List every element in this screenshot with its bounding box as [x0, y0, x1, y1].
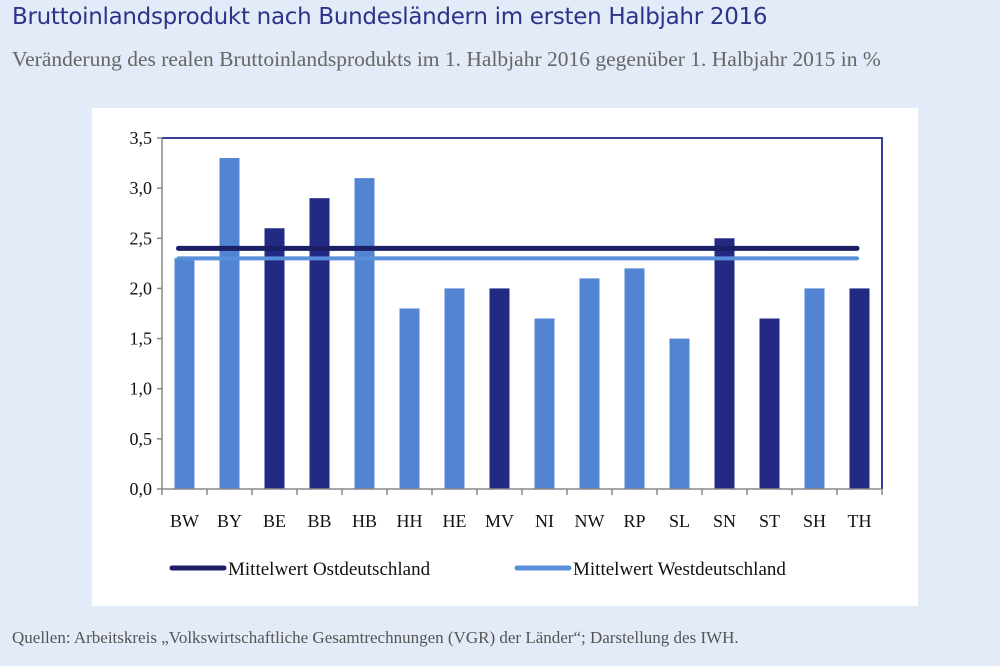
reference-lines [176, 245, 860, 261]
legend-label-east: Mittelwert Ostdeutschland [228, 559, 431, 580]
x-tick-label: HE [443, 511, 467, 531]
x-tick-label: RP [623, 511, 645, 531]
legend-label-west: Mittelwert Westdeutschland [573, 559, 786, 580]
bar-sl [669, 338, 690, 489]
x-tick-label: HB [352, 511, 377, 531]
bar-hh [399, 308, 420, 489]
y-axis: 0,0 0,5 1,0 1,5 2,0 2,5 3,0 3,5 [130, 128, 883, 499]
x-tick-label: NI [535, 511, 554, 531]
bar-chart: 0,0 0,5 1,0 1,5 2,0 2,5 3,0 3,5 BW BY BE BB HB HH HE M… [130, 128, 883, 580]
x-tick-label: NW [575, 511, 605, 531]
y-tick-label: 1,0 [130, 379, 153, 399]
bar-by [219, 158, 240, 490]
bar-sh [804, 288, 825, 489]
y-tick-label: 3,0 [130, 178, 153, 198]
x-tick-label: BE [263, 511, 286, 531]
bar-rp [624, 268, 645, 489]
x-tick-label: BY [217, 511, 242, 531]
bar-bw [174, 258, 195, 489]
x-tick-label: SN [713, 511, 736, 531]
y-tick-label: 2,0 [130, 278, 153, 298]
bar-be [264, 228, 285, 489]
plot-frame [162, 137, 883, 489]
x-tick-label: BB [307, 511, 331, 531]
bar-mv [489, 288, 510, 489]
chart-title: Bruttoinlandsprodukt nach Bundesländern … [12, 4, 768, 30]
bar-th [849, 288, 870, 489]
x-tick-label: ST [759, 511, 780, 531]
y-tick-label: 2,5 [130, 228, 153, 248]
bar-ni [534, 318, 555, 489]
x-axis: BW BY BE BB HB HH HE MV NI NW RP SL SN ST SH TH [161, 488, 883, 531]
x-tick-label: SL [669, 511, 690, 531]
bar-hb [354, 178, 375, 489]
bar-sn [714, 238, 735, 489]
chart-subtitle: Veränderung des realen Bruttoinlandsprod… [12, 47, 881, 71]
bar-bb [309, 198, 330, 489]
y-tick-label: 3,5 [130, 128, 153, 148]
y-tick-label: 0,0 [130, 479, 153, 499]
bar-nw [579, 278, 600, 489]
bars [174, 158, 870, 490]
chart-panel: 0,0 0,5 1,0 1,5 2,0 2,5 3,0 3,5 BW BY BE BB HB HH HE M… [92, 108, 918, 606]
bar-st [759, 318, 780, 489]
y-tick-label: 1,5 [130, 329, 153, 349]
x-tick-label: TH [848, 511, 872, 531]
source-note: Quellen: Arbeitskreis „Volkswirtschaftli… [12, 628, 739, 647]
y-tick-label: 0,5 [130, 429, 153, 449]
x-tick-label: BW [170, 511, 199, 531]
legend: Mittelwert Ostdeutschland Mittelwert West… [169, 559, 786, 580]
x-tick-label: HH [397, 511, 423, 531]
x-tick-label: MV [485, 511, 514, 531]
bar-he [444, 288, 465, 489]
x-tick-label: SH [803, 511, 826, 531]
